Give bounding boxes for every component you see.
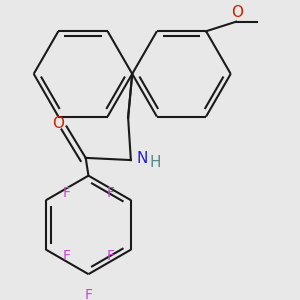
Text: O: O — [231, 5, 243, 20]
Text: N: N — [136, 151, 148, 166]
Text: F: F — [106, 186, 115, 200]
Text: H: H — [150, 155, 161, 170]
Text: F: F — [84, 288, 92, 300]
Text: O: O — [52, 116, 64, 131]
Text: F: F — [106, 249, 115, 263]
Text: F: F — [62, 249, 70, 263]
Text: F: F — [62, 186, 70, 200]
